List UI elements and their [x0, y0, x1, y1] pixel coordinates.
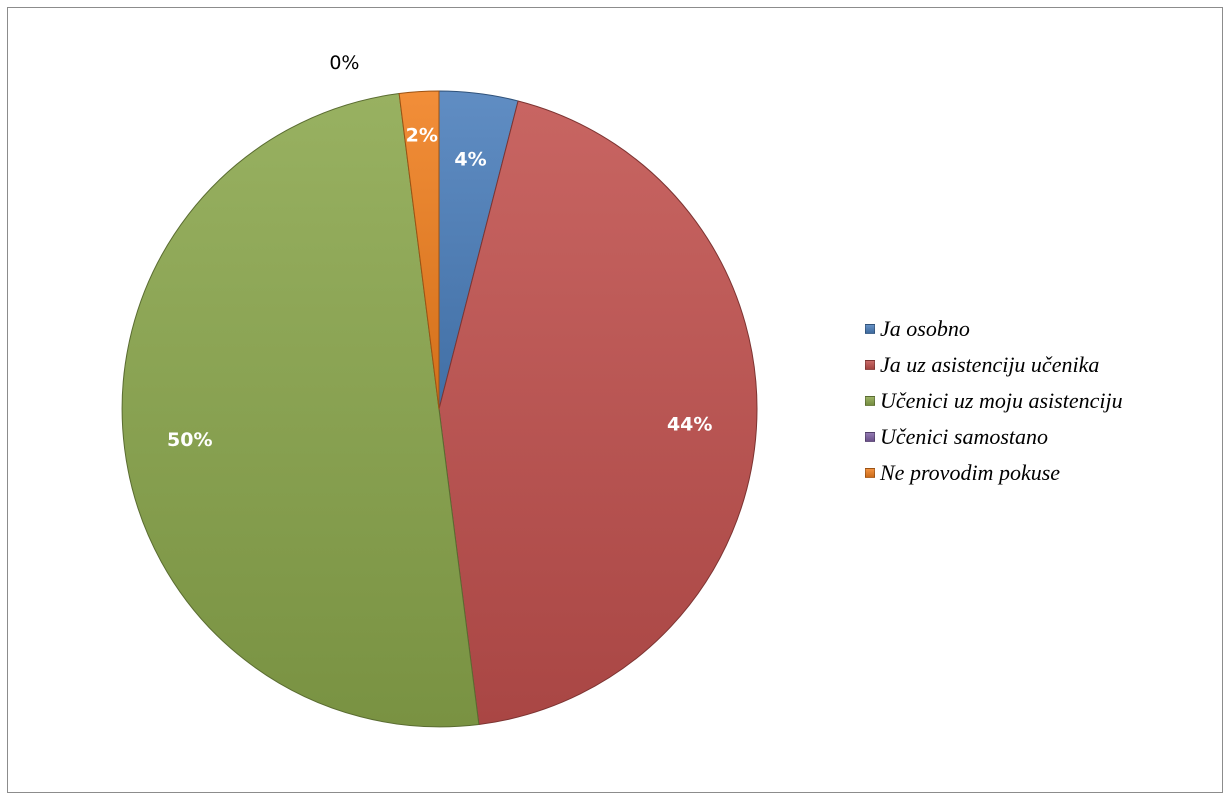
pie-slice-ne-provodim-pokuse — [398, 90, 440, 410]
data-label-ucenici-uz-moju-asistenciju: 50% — [167, 429, 212, 451]
pie-slice-ja-uz-asistenciju-ucenika — [438, 100, 758, 725]
legend-label: Učenici samostano — [880, 424, 1049, 449]
legend-item-ucenici-samostano: Učenici samostano — [865, 419, 1123, 455]
legend-swatch — [865, 324, 875, 334]
pie-slices — [121, 90, 758, 728]
legend-swatch — [865, 432, 875, 442]
legend-item-ja-osobno: Ja osobno — [865, 311, 1123, 347]
legend-swatch — [865, 360, 875, 370]
legend-label: Ja uz asistenciju učenika — [880, 352, 1100, 377]
data-label-ucenici-samostano: 0% — [329, 52, 359, 74]
legend-item-ja-uz-asistenciju-ucenika: Ja uz asistenciju učenika — [865, 347, 1123, 383]
pie-chart: 4% 44% 50% 0% 2% — [121, 52, 758, 728]
legend-item-ucenici-uz-moju-asistenciju: Učenici uz moju asistenciju — [865, 383, 1123, 419]
pie-slice-ucenici-uz-moju-asistenciju — [121, 93, 480, 728]
legend: Ja osobno Ja uz asistenciju učenika Učenic… — [865, 311, 1123, 491]
data-label-ja-uz-asistenciju-ucenika: 44% — [667, 413, 712, 435]
chart-area: 4% 44% 50% 0% 2% Ja osobno Ja uz asistenciju … — [7, 7, 1223, 793]
legend-label: Učenici uz moju asistenciju — [880, 388, 1123, 413]
legend-swatch — [865, 468, 875, 478]
legend-label: Ne provodim pokuse — [880, 460, 1061, 485]
legend-label: Ja osobno — [880, 316, 970, 341]
legend-item-ne-provodim-pokuse: Ne provodim pokuse — [865, 455, 1123, 491]
pie-data-labels: 4% 44% 50% 0% 2% — [167, 52, 712, 451]
data-label-ja-osobno: 4% — [454, 148, 486, 170]
legend-swatch — [865, 396, 875, 406]
data-label-ne-provodim-pokuse: 2% — [406, 125, 438, 147]
